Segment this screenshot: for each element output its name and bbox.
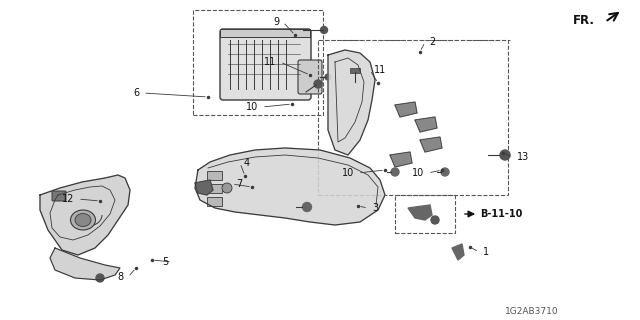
- Bar: [207, 197, 222, 206]
- Polygon shape: [420, 137, 442, 152]
- Bar: [395, 195, 455, 233]
- Text: 11: 11: [374, 65, 387, 75]
- Bar: [350, 68, 360, 73]
- FancyBboxPatch shape: [52, 191, 66, 201]
- Text: 8: 8: [118, 272, 124, 282]
- Polygon shape: [395, 102, 417, 117]
- Text: 12: 12: [61, 194, 74, 204]
- FancyBboxPatch shape: [220, 29, 311, 100]
- Polygon shape: [195, 180, 213, 195]
- Text: 6: 6: [133, 88, 139, 98]
- Text: B-11-10: B-11-10: [480, 209, 522, 219]
- Circle shape: [222, 183, 232, 193]
- Text: 4: 4: [244, 158, 250, 168]
- Text: 2: 2: [429, 37, 435, 47]
- Text: FR.: FR.: [573, 13, 595, 27]
- Polygon shape: [415, 117, 437, 132]
- Text: 13: 13: [517, 152, 529, 162]
- Text: 1: 1: [483, 247, 489, 257]
- Polygon shape: [195, 148, 385, 225]
- Polygon shape: [50, 248, 120, 280]
- Circle shape: [96, 274, 104, 282]
- Text: 10: 10: [342, 168, 354, 178]
- Circle shape: [314, 80, 322, 88]
- Polygon shape: [328, 50, 375, 155]
- Bar: [318, 40, 508, 195]
- Circle shape: [321, 27, 328, 34]
- Bar: [207, 171, 222, 180]
- FancyBboxPatch shape: [298, 60, 322, 94]
- Text: 7: 7: [236, 179, 243, 189]
- Text: 5: 5: [162, 257, 168, 267]
- Bar: [207, 184, 222, 193]
- Circle shape: [391, 168, 399, 176]
- Circle shape: [441, 168, 449, 176]
- Polygon shape: [40, 175, 130, 255]
- Text: 3: 3: [372, 203, 378, 213]
- Text: 10: 10: [246, 102, 258, 112]
- Circle shape: [325, 74, 331, 80]
- Polygon shape: [408, 205, 432, 220]
- Ellipse shape: [70, 210, 95, 230]
- Circle shape: [500, 150, 510, 160]
- Ellipse shape: [75, 213, 91, 227]
- Circle shape: [431, 216, 439, 224]
- Polygon shape: [452, 244, 464, 260]
- Text: 9: 9: [273, 17, 279, 27]
- Text: 10: 10: [412, 168, 424, 178]
- Text: 11: 11: [264, 57, 276, 67]
- Text: 1G2AB3710: 1G2AB3710: [505, 308, 559, 316]
- Bar: [220, 29, 310, 37]
- Bar: [193, 10, 323, 115]
- Circle shape: [303, 203, 312, 212]
- Polygon shape: [390, 152, 412, 167]
